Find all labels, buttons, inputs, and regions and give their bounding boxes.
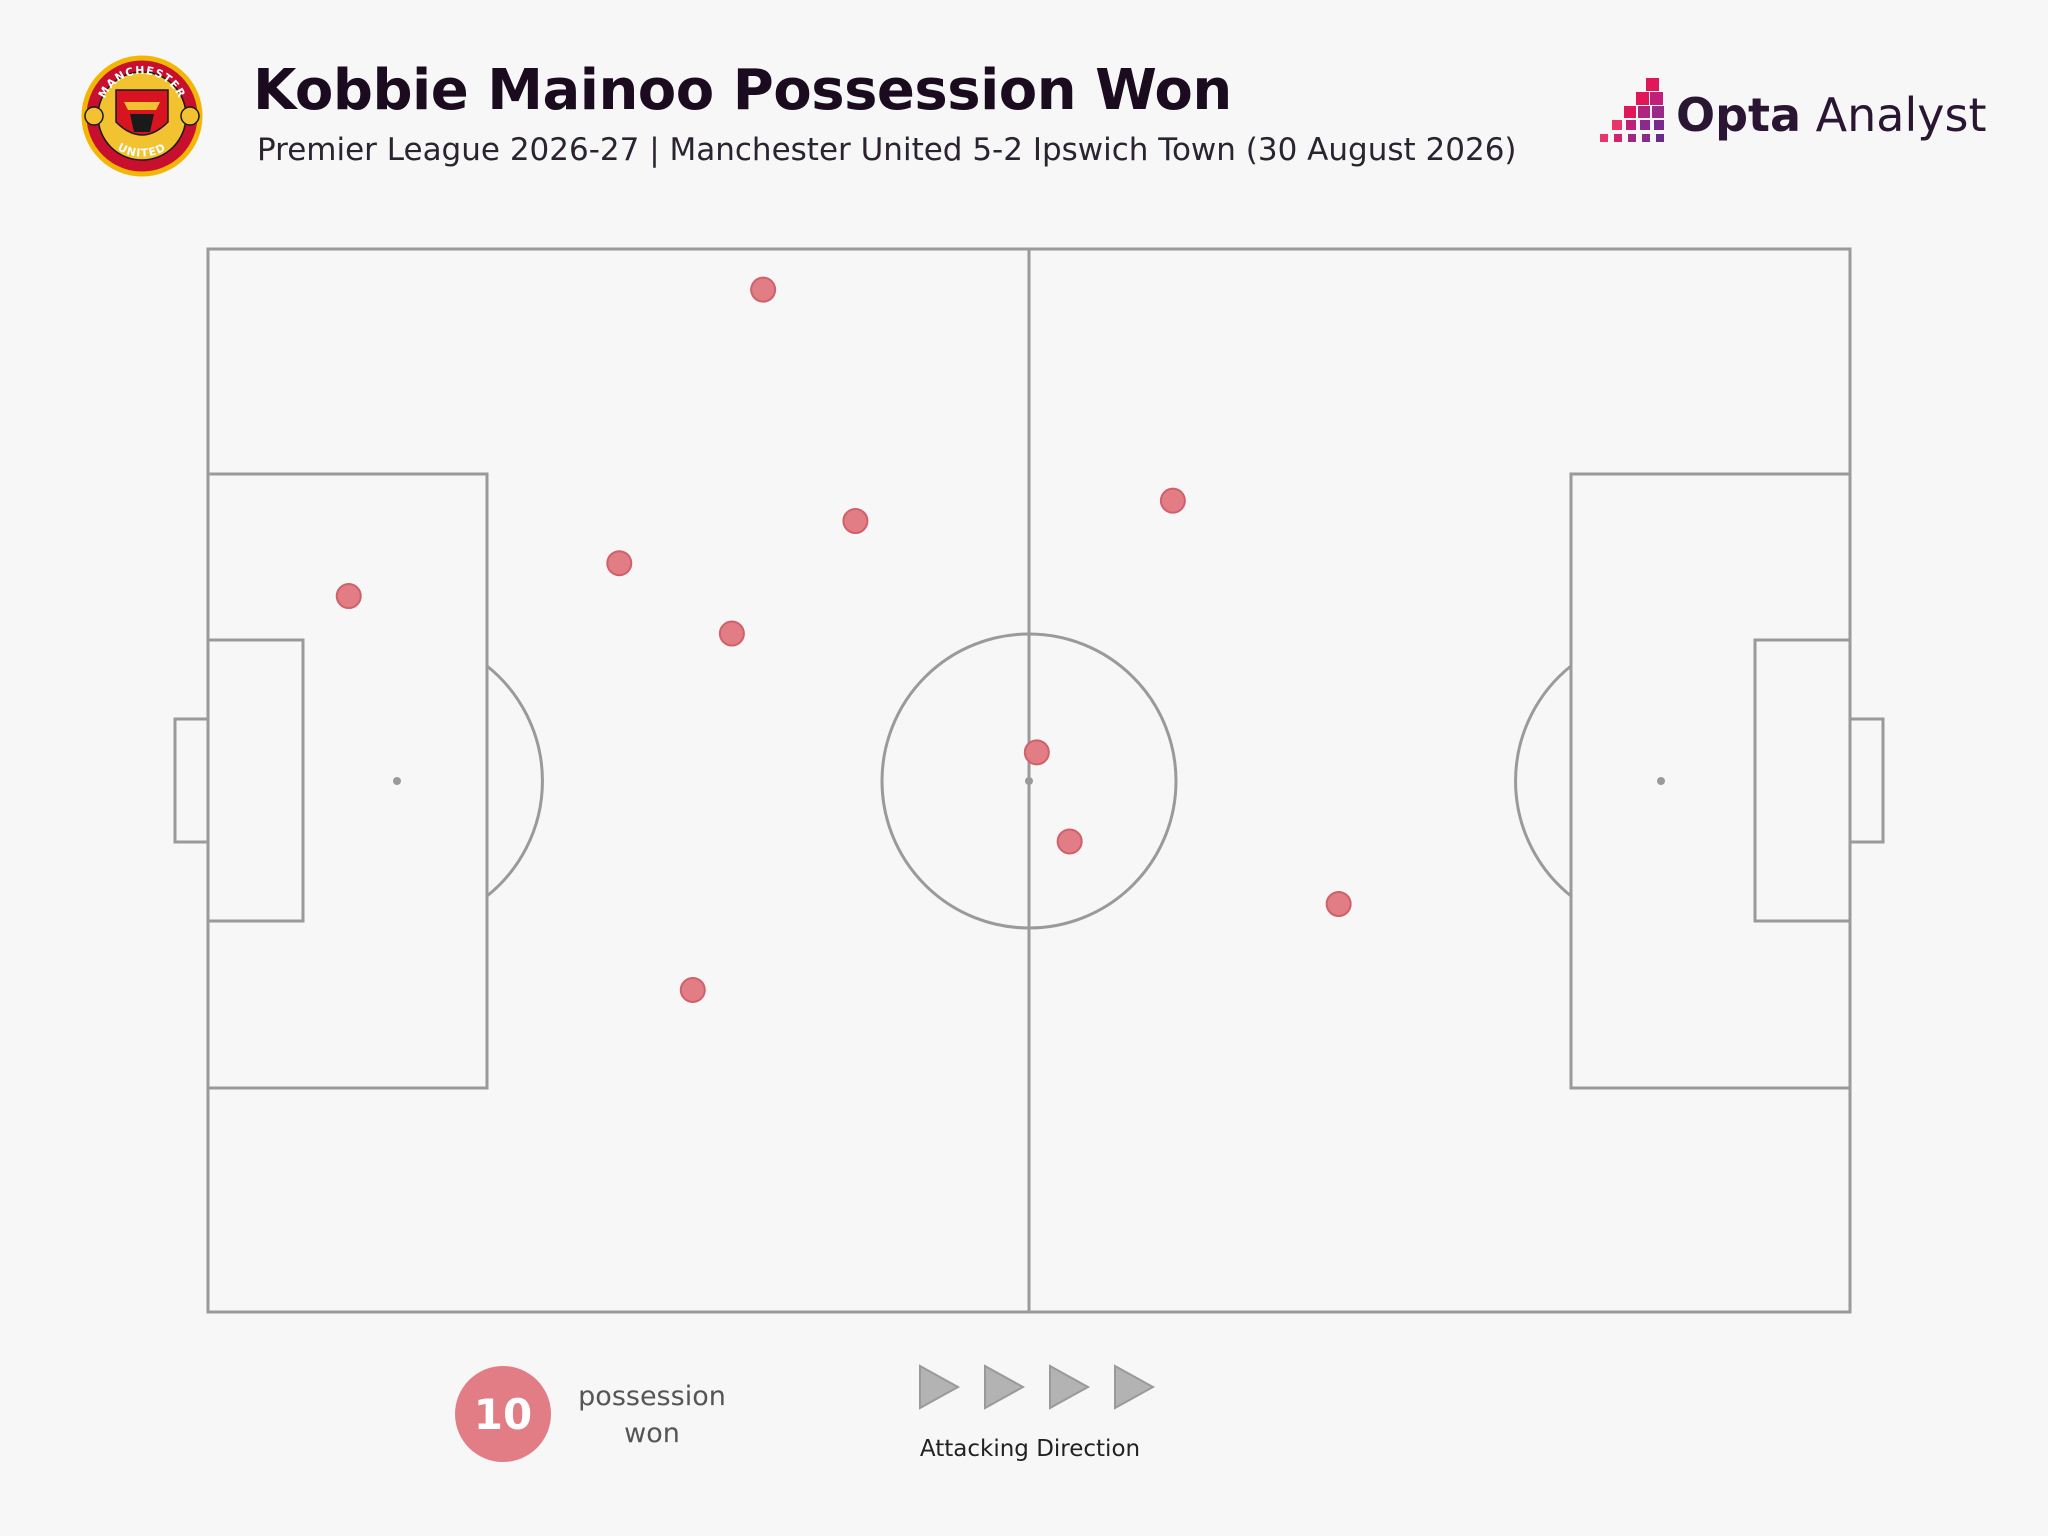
manchester-united-crest-logo: MANCHESTER UNITED	[81, 55, 203, 177]
centre-circle	[880, 632, 1178, 930]
opta-analyst-logo: Opta Analyst	[1596, 78, 1987, 152]
right-penalty-area	[1569, 472, 1852, 1090]
possession-won-point	[1056, 828, 1083, 855]
possession-won-point	[842, 508, 869, 535]
attacking-direction-arrows	[919, 1364, 1156, 1410]
centre-spot	[1025, 777, 1033, 785]
right-penalty-spot	[1657, 777, 1665, 785]
right-six-yard-box	[1753, 638, 1852, 923]
svg-text:UNITED: UNITED	[116, 141, 169, 160]
possession-won-point	[1325, 890, 1352, 917]
play-triangle-icon	[919, 1364, 961, 1410]
possession-won-point	[335, 583, 362, 610]
left-penalty-area	[206, 472, 489, 1090]
chart-title: Kobbie Mainoo Possession Won	[253, 58, 1232, 123]
chart-subtitle: Premier League 2026-27 | Manchester Unit…	[257, 132, 1517, 168]
brand-opta: Opta	[1676, 88, 1802, 142]
legend-label: possession won	[562, 1378, 742, 1452]
left-six-yard-box	[206, 638, 305, 923]
possession-won-point	[1159, 487, 1186, 514]
right-penalty-arc	[1514, 664, 1572, 898]
opta-pixel-mark-icon	[1600, 78, 1664, 142]
legend-label-line1: possession	[578, 1381, 726, 1412]
possession-won-point	[606, 550, 633, 577]
possession-won-point	[679, 976, 706, 1003]
attacking-direction-caption: Attacking Direction	[919, 1436, 1141, 1462]
left-penalty-arc	[486, 664, 544, 898]
legend-label-line2: won	[624, 1418, 680, 1449]
left-penalty-spot	[393, 777, 401, 785]
possession-won-point	[1023, 739, 1050, 766]
play-triangle-icon	[1114, 1364, 1156, 1410]
brand-analyst: Analyst	[1801, 88, 1987, 142]
left-goal	[173, 717, 210, 844]
possession-won-point	[750, 276, 777, 303]
crest-text-bottom: UNITED	[116, 141, 168, 160]
possession-won-count-badge: 10	[455, 1366, 551, 1462]
right-goal	[1848, 717, 1885, 844]
play-triangle-icon	[1049, 1364, 1091, 1410]
play-triangle-icon	[984, 1364, 1026, 1410]
possession-won-point	[718, 620, 745, 647]
